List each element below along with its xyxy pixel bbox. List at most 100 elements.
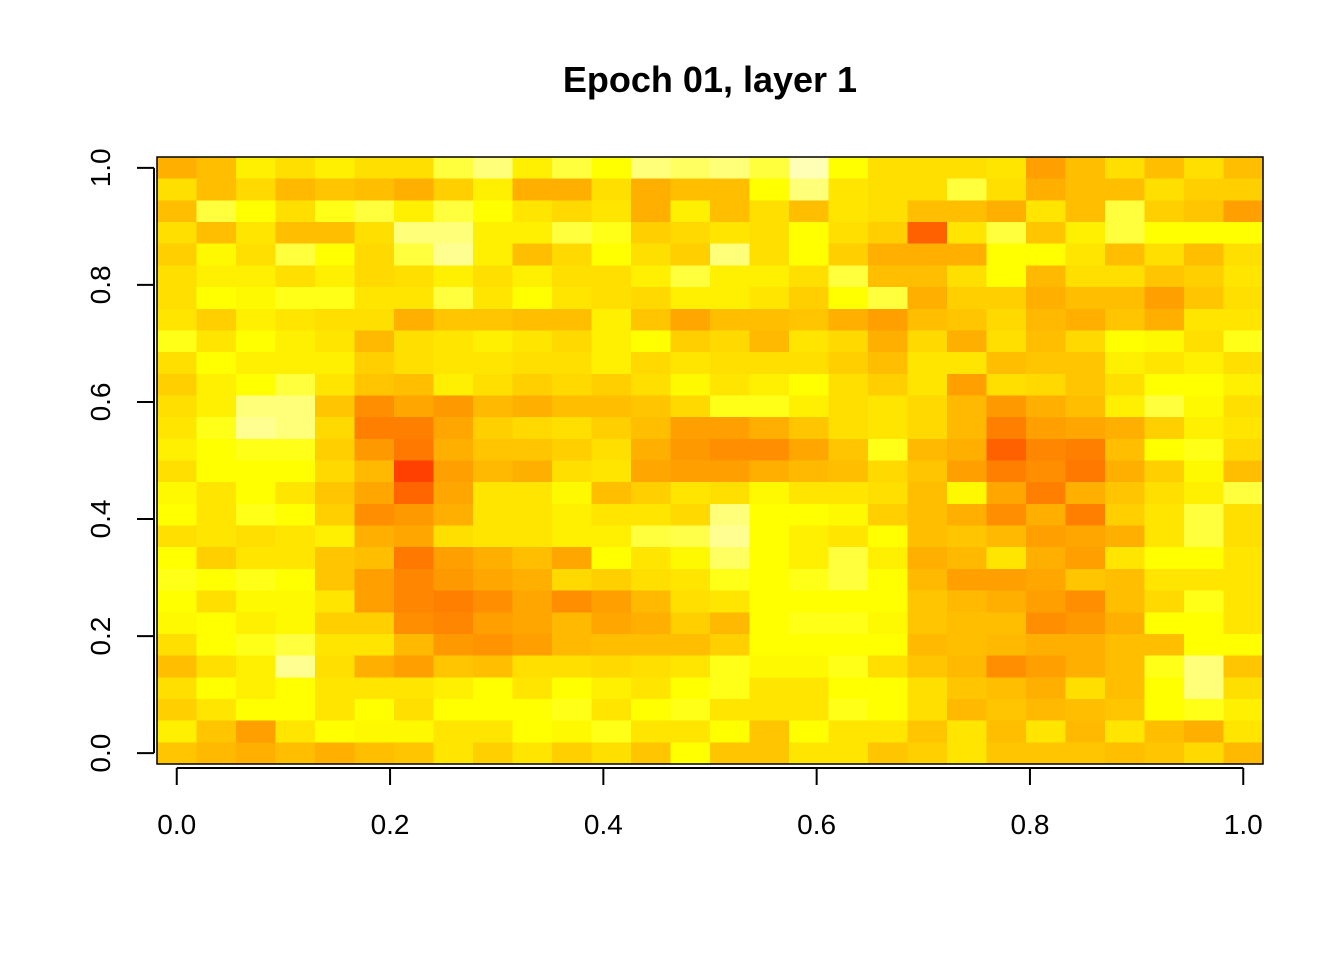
heatmap-cell — [354, 742, 395, 765]
heatmap-cell — [1144, 352, 1185, 375]
heatmap-cell — [1026, 178, 1067, 201]
heatmap-cell — [947, 633, 988, 657]
y-tick-label: 0.4 — [85, 500, 116, 539]
heatmap-cell — [986, 438, 1027, 462]
heatmap-cell — [1065, 612, 1106, 635]
heatmap-cell — [710, 612, 751, 635]
heatmap-cell — [947, 677, 988, 700]
heatmap-cell — [789, 243, 830, 266]
heatmap-cell — [631, 222, 672, 245]
heatmap-cell — [354, 373, 395, 397]
heatmap-cell — [552, 395, 593, 418]
heatmap-cell — [275, 677, 316, 700]
heatmap-cell — [354, 287, 395, 310]
heatmap-cell — [1184, 373, 1225, 397]
heatmap-cell — [710, 460, 751, 483]
heatmap-cell — [947, 417, 988, 440]
heatmap-cell — [473, 677, 514, 700]
y-tick-label: 0.6 — [85, 382, 116, 421]
heatmap-cell — [986, 568, 1027, 592]
heatmap-cell — [473, 178, 514, 201]
heatmap-cell — [1223, 265, 1264, 288]
heatmap-cell — [1144, 438, 1185, 462]
heatmap-cell — [275, 308, 316, 332]
heatmap-cell — [828, 200, 869, 223]
heatmap-cell — [670, 287, 711, 310]
heatmap-cell — [1223, 157, 1264, 180]
heatmap-cell — [552, 308, 593, 332]
heatmap-cell — [907, 417, 948, 440]
heatmap-cell — [591, 503, 632, 527]
heatmap-cell — [552, 547, 593, 570]
heatmap-cell — [947, 590, 988, 613]
heatmap-cell — [1184, 157, 1225, 180]
heatmap-cell — [1065, 655, 1106, 678]
heatmap-cell — [1026, 460, 1067, 483]
heatmap-cell — [552, 742, 593, 765]
heatmap-cell — [631, 287, 672, 310]
heatmap-cell — [354, 612, 395, 635]
heatmap-cell — [947, 482, 988, 505]
heatmap-cell — [631, 482, 672, 505]
heatmap-cell — [986, 547, 1027, 570]
heatmap-cell — [670, 698, 711, 722]
heatmap-cell — [868, 742, 909, 765]
heatmap-cell — [1223, 200, 1264, 223]
heatmap-cell — [749, 590, 790, 613]
heatmap-cell — [789, 157, 830, 180]
heatmap-cell — [1184, 590, 1225, 613]
heatmap-cell — [157, 525, 198, 548]
heatmap-cell — [868, 503, 909, 527]
heatmap-cell — [236, 503, 277, 527]
heatmap-cell — [1026, 612, 1067, 635]
heatmap-cell — [1065, 373, 1106, 397]
heatmap-cell — [394, 612, 435, 635]
heatmap-cell — [907, 633, 948, 657]
heatmap-cell — [907, 503, 948, 527]
heatmap-cell — [1026, 698, 1067, 722]
heatmap-cell — [1144, 655, 1185, 678]
heatmap-cell — [631, 633, 672, 657]
heatmap-cell — [354, 243, 395, 266]
heatmap-cell — [1105, 178, 1146, 201]
heatmap-cell — [1223, 287, 1264, 310]
heatmap-cell — [710, 742, 751, 765]
heatmap-cell — [749, 742, 790, 765]
heatmap-cell — [789, 460, 830, 483]
heatmap-cell — [749, 373, 790, 397]
heatmap-cell — [433, 482, 474, 505]
heatmap-cell — [828, 677, 869, 700]
heatmap-cell — [749, 460, 790, 483]
heatmap-cell — [196, 178, 237, 201]
heatmap-cell — [196, 503, 237, 527]
heatmap-cell — [236, 612, 277, 635]
heatmap-cell — [236, 460, 277, 483]
heatmap-cell — [670, 417, 711, 440]
heatmap-cell — [828, 633, 869, 657]
heatmap-cell — [157, 677, 198, 700]
heatmap-cell — [1144, 503, 1185, 527]
heatmap-cell — [591, 222, 632, 245]
heatmap-cell — [275, 503, 316, 527]
heatmap-cell — [1184, 417, 1225, 440]
heatmap-cell — [947, 460, 988, 483]
heatmap-cell — [354, 547, 395, 570]
heatmap-cell — [1144, 178, 1185, 201]
heatmap-cell — [1184, 677, 1225, 700]
heatmap-cell — [1026, 417, 1067, 440]
heatmap-cell — [828, 417, 869, 440]
heatmap-cell — [394, 373, 435, 397]
heatmap-cell — [631, 677, 672, 700]
heatmap-cell — [275, 330, 316, 353]
heatmap-cell — [512, 352, 553, 375]
heatmap-cell — [552, 352, 593, 375]
heatmap-cell — [196, 655, 237, 678]
heatmap-cell — [828, 742, 869, 765]
heatmap-cell — [1026, 352, 1067, 375]
heatmap-cell — [907, 612, 948, 635]
heatmap-cell — [670, 222, 711, 245]
heatmap-cell — [473, 308, 514, 332]
heatmap-cell — [196, 395, 237, 418]
heatmap-cell — [236, 200, 277, 223]
